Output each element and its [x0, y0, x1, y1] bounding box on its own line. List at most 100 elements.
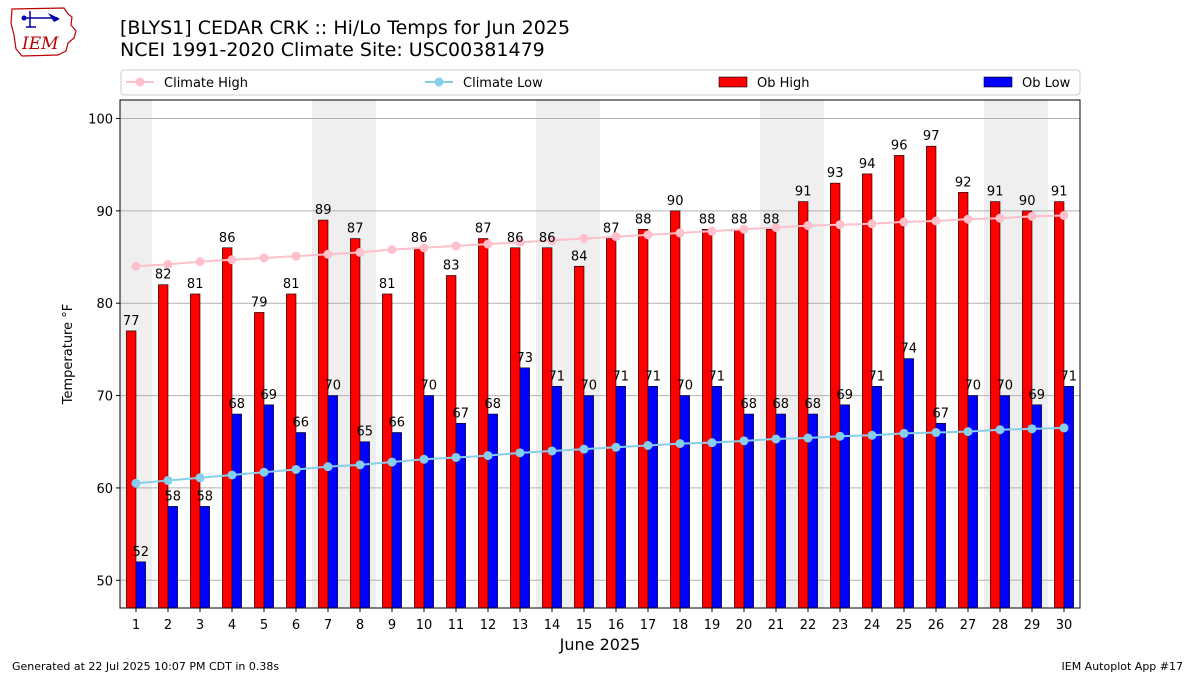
climate-high-point: [323, 249, 333, 259]
x-tick-label: 18: [672, 618, 689, 633]
x-tick-label: 8: [356, 618, 364, 633]
y-tick-label: 70: [96, 390, 113, 405]
ob-high-label: 79: [251, 295, 268, 310]
ob-high-bar: [606, 238, 617, 609]
climate-low-point: [323, 462, 333, 472]
x-tick-label: 21: [768, 618, 785, 633]
ob-low-label: 69: [1029, 388, 1046, 403]
ob-low-legend-swatch: [983, 76, 1013, 88]
climate-low-point: [675, 439, 685, 449]
climate-low-point: [771, 434, 781, 444]
ob-low-bar: [807, 413, 818, 609]
ob-low-label: 71: [613, 369, 630, 384]
ob-high-label: 88: [731, 212, 748, 227]
ob-low-bar: [583, 395, 594, 609]
y-tick-label: 50: [96, 574, 113, 589]
ob-high-label: 83: [443, 258, 460, 273]
x-tick-label: 22: [800, 618, 817, 633]
ob-high-label: 92: [955, 175, 972, 190]
ob-low-bar: [903, 358, 914, 609]
ob-high-label: 88: [635, 212, 652, 227]
ob-high-label: 90: [667, 194, 684, 209]
ob-low-bar: [551, 386, 562, 609]
ob-low-label: 74: [901, 342, 918, 357]
ob-high-bar: [126, 330, 137, 609]
climate-low-point: [995, 425, 1005, 435]
ob-low-label: 68: [229, 397, 246, 412]
ob-low-bar: [295, 432, 306, 609]
climate-high-point: [131, 261, 141, 271]
ob-high-label: 87: [603, 222, 620, 237]
ob-high-bar: [286, 293, 297, 609]
iem-logo[interactable]: IEM: [8, 5, 82, 59]
climate-high-point: [1027, 211, 1037, 221]
climate-low-point: [963, 427, 973, 437]
climate-high-line: [135, 214, 1065, 268]
x-tick-label: 11: [448, 618, 465, 633]
x-tick-label: 3: [196, 618, 204, 633]
ob-low-label: 69: [837, 388, 854, 403]
ob-high-bar: [638, 229, 649, 609]
climate-high-point: [835, 220, 845, 230]
climate-low-point: [835, 431, 845, 441]
ob-high-label: 88: [699, 212, 716, 227]
x-tick-label: 12: [480, 618, 497, 633]
climate-high-point: [547, 235, 557, 245]
ob-low-label: 70: [581, 379, 598, 394]
ob-low-bar: [519, 367, 530, 609]
y-tick-label: 80: [96, 297, 113, 312]
plot-frame: [119, 99, 1081, 609]
climate-high-point: [419, 243, 429, 253]
climate-low-point: [1027, 424, 1037, 434]
ob-high-bar: [510, 247, 521, 609]
ob-high-label: 81: [283, 277, 300, 292]
climate-high-point: [611, 232, 621, 242]
climate-low-point: [803, 433, 813, 443]
ob-low-label: 70: [965, 379, 982, 394]
ob-low-bar: [487, 413, 498, 609]
legend: Climate High Climate Low Ob High Ob Low: [120, 69, 1081, 96]
x-tick-label: 25: [896, 618, 913, 633]
ob-high-label: 87: [475, 222, 492, 237]
ob-high-label: 90: [1019, 194, 1036, 209]
ob-low-bar: [135, 561, 146, 609]
climate-high-point: [515, 237, 525, 247]
ob-high-label: 91: [987, 185, 1004, 200]
y-axis-label: Temperature °F: [61, 304, 76, 405]
climate-low-point: [899, 428, 909, 438]
climate-low-point: [195, 473, 205, 483]
ob-low-label: 68: [741, 397, 758, 412]
logo-text: IEM: [21, 34, 59, 54]
x-tick-label: 24: [864, 618, 881, 633]
ob-low-label: 73: [517, 351, 534, 366]
ob-low-label: 66: [389, 416, 406, 431]
x-tick-label: 20: [736, 618, 753, 633]
ob-high-label: 96: [891, 138, 908, 153]
ob-high-label: 87: [347, 222, 364, 237]
ob-high-bar: [1054, 201, 1065, 609]
y-tick-label: 100: [88, 112, 113, 127]
ob-low-bar: [423, 395, 434, 609]
climate-low-line: [135, 426, 1065, 485]
climate-high-point: [899, 217, 909, 227]
climate-low-point: [611, 442, 621, 452]
ob-high-bar: [542, 247, 553, 609]
climate-low-point: [931, 428, 941, 438]
x-tick-label: 30: [1056, 618, 1073, 633]
x-tick-label: 19: [704, 618, 721, 633]
climate-high-point: [707, 226, 717, 236]
ob-high-label: 97: [923, 129, 940, 144]
ob-high-bar: [574, 265, 585, 609]
ob-high-legend-label: Ob High: [757, 76, 810, 91]
ob-high-bar: [670, 210, 681, 609]
title-line-2: NCEI 1991-2020 Climate Site: USC00381479: [120, 39, 545, 61]
x-tick-label: 14: [544, 618, 561, 633]
ob-high-bar: [862, 173, 873, 609]
x-tick-label: 7: [324, 618, 332, 633]
climate-low-point: [451, 452, 461, 462]
ob-low-label: 71: [549, 369, 566, 384]
ob-low-label: 67: [933, 406, 950, 421]
ob-high-bar: [318, 219, 329, 609]
climate-low-point: [163, 476, 173, 486]
